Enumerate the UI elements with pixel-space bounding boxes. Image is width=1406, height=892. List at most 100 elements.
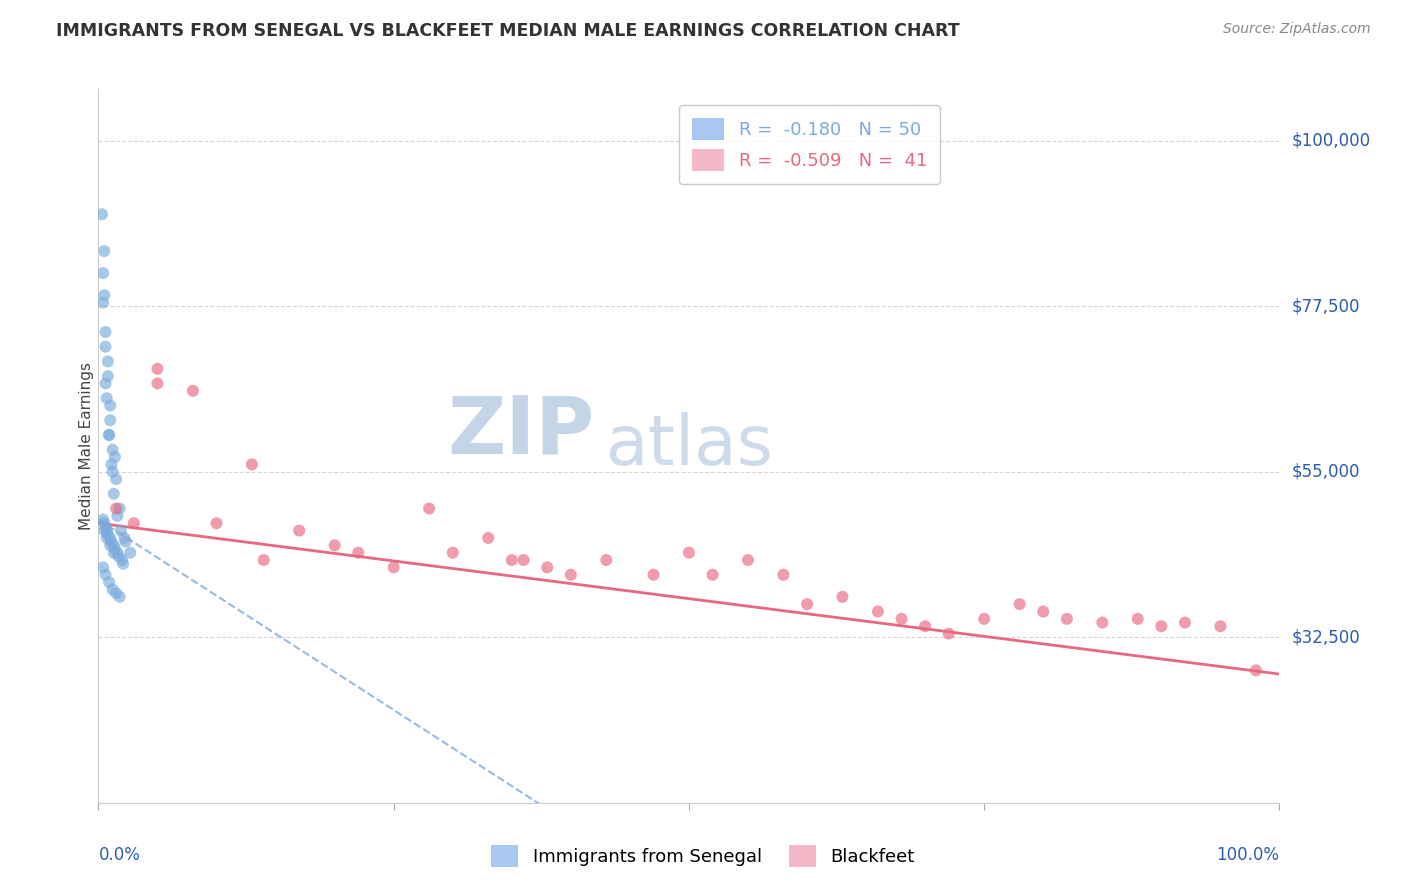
Point [93,516,115,531]
Point [240,458,263,472]
Point [1126,612,1149,626]
Legend: Immigrants from Senegal, Blackfeet: Immigrants from Senegal, Blackfeet [484,838,922,874]
Point [108,501,131,516]
Point [101,465,124,479]
Point [866,605,889,619]
Point [98,399,121,413]
Point [101,582,124,597]
Point [97,527,120,541]
Point [772,567,794,582]
Point [94,567,117,582]
Point [107,549,129,564]
Legend: R =  -0.180   N = 50, R =  -0.509   N =  41: R = -0.180 N = 50, R = -0.509 N = 41 [679,105,939,184]
Point [105,508,128,523]
Point [512,553,534,567]
Point [938,626,960,640]
Point [253,553,276,567]
Point [98,428,121,442]
Point [98,538,121,552]
Point [973,612,995,626]
Point [110,524,132,538]
Point [1056,612,1078,626]
Point [94,520,117,534]
Point [560,567,582,582]
Point [914,619,936,633]
Point [98,413,121,427]
Point [114,534,136,549]
Point [100,534,122,549]
Point [104,541,127,556]
Point [1244,664,1267,678]
Point [103,538,125,552]
Point [477,531,499,545]
Point [101,442,124,457]
Point [1008,597,1031,611]
Point [105,546,128,560]
Point [103,546,125,560]
Text: $32,500: $32,500 [1291,628,1360,647]
Point [536,560,558,574]
Point [382,560,405,574]
Text: $100,000: $100,000 [1291,132,1371,150]
Point [96,524,118,538]
Point [1209,619,1232,633]
Point [205,516,228,531]
Point [91,295,114,310]
Point [122,516,145,531]
Point [347,546,370,560]
Point [831,590,853,604]
Point [96,531,118,545]
Point [91,512,114,526]
Point [111,553,134,567]
Point [288,524,311,538]
Text: Source: ZipAtlas.com: Source: ZipAtlas.com [1223,22,1371,37]
Point [678,546,700,560]
Point [737,553,759,567]
Point [146,376,169,391]
Text: IMMIGRANTS FROM SENEGAL VS BLACKFEET MEDIAN MALE EARNINGS CORRELATION CHART: IMMIGRANTS FROM SENEGAL VS BLACKFEET MED… [56,22,960,40]
Point [1032,605,1054,619]
Point [1091,615,1114,630]
Point [105,501,128,516]
Text: $77,500: $77,500 [1291,297,1360,315]
Point [441,546,464,560]
Point [94,325,117,339]
Point [91,560,114,574]
Point [100,458,122,472]
Point [146,361,169,376]
Point [501,553,523,567]
Point [643,567,665,582]
Point [181,384,204,398]
Point [323,538,346,552]
Point [91,266,114,280]
Text: ZIP: ZIP [447,392,595,471]
Point [98,575,121,590]
Point [93,524,115,538]
Point [418,501,440,516]
Point [94,376,117,391]
Point [98,531,121,545]
Point [91,207,114,221]
Point [112,531,135,545]
Point [702,567,724,582]
Point [108,590,131,604]
Point [1174,615,1197,630]
Point [97,369,120,384]
Point [105,586,128,600]
Text: $55,000: $55,000 [1291,463,1360,481]
Point [105,472,128,486]
Point [103,487,125,501]
Point [93,244,115,258]
Point [595,553,617,567]
Point [93,288,115,302]
Point [94,340,117,354]
Point [120,546,142,560]
Text: 0.0%: 0.0% [98,846,141,863]
Point [97,354,120,368]
Y-axis label: Median Male Earnings: Median Male Earnings [79,362,94,530]
Text: atlas: atlas [606,412,775,480]
Point [890,612,912,626]
Text: 100.0%: 100.0% [1216,846,1279,863]
Point [98,428,121,442]
Point [112,557,135,571]
